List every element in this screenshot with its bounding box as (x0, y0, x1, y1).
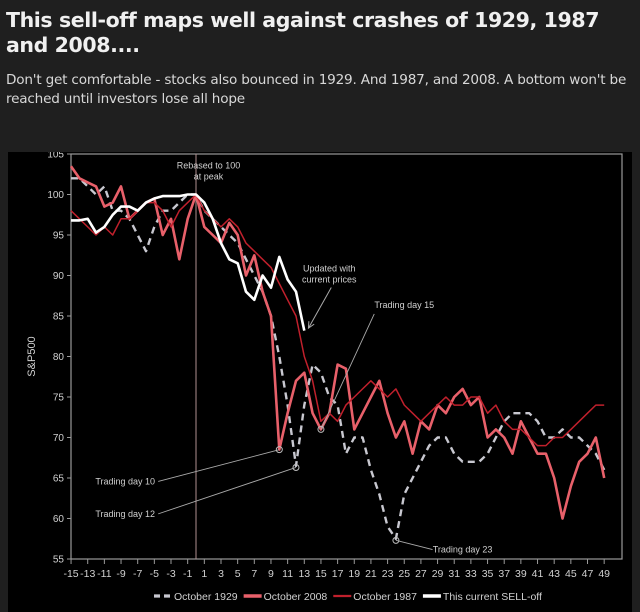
annotation-label: Rebased to 100 (177, 161, 241, 171)
page-title: This sell-off maps well against crashes … (6, 8, 600, 57)
x-tick-label: 29 (432, 568, 444, 580)
annotation-leader-line (158, 449, 280, 482)
x-tick-label: -15 (63, 568, 78, 580)
annotation-leader-line (320, 313, 375, 430)
page-subtitle: Don't get comfortable - stocks also boun… (6, 72, 627, 107)
x-tick-label: 17 (332, 568, 344, 580)
x-tick-label: 27 (415, 568, 427, 580)
x-tick-label: 13 (298, 568, 310, 580)
annotation-marker (392, 536, 400, 544)
x-tick-label: 3 (218, 568, 224, 580)
annotation-arrow (308, 287, 332, 329)
x-tick-label: 31 (448, 568, 460, 580)
x-tick-label: -11 (97, 568, 112, 580)
annotation-leader-line (395, 539, 433, 550)
x-tick-label: 41 (532, 568, 544, 580)
y-tick-label: 100 (47, 190, 64, 201)
y-tick-label: 85 (53, 312, 65, 323)
y-tick-label: 75 (53, 393, 65, 404)
legend-label-2: October 1987 (353, 591, 417, 603)
x-tick-label: -3 (166, 568, 175, 580)
x-tick-label: 9 (268, 568, 274, 580)
x-tick-label: 37 (498, 568, 510, 580)
annotation-label: Updated with (303, 263, 356, 273)
y-tick-label: 95 (53, 231, 65, 242)
series-line-3 (71, 193, 306, 331)
arrow-head-icon (307, 321, 315, 330)
annotation-marker (292, 463, 300, 471)
series-line-2 (70, 193, 605, 447)
y-tick-label: 90 (53, 271, 65, 282)
annotation-marker (317, 425, 325, 433)
annotation-label: Trading day 15 (374, 300, 434, 310)
legend-label-0: October 1929 (174, 591, 238, 603)
annotation-label: at peak (194, 172, 224, 182)
x-tick-label: -9 (116, 568, 125, 580)
x-tick-label: 19 (348, 568, 360, 580)
x-tick-label: -7 (133, 568, 142, 580)
x-tick-label: 1 (201, 568, 207, 580)
x-tick-label: -5 (150, 568, 159, 580)
x-tick-label: 25 (398, 568, 410, 580)
x-tick-label: 5 (235, 568, 241, 580)
x-tick-label: 21 (365, 568, 377, 580)
x-tick-label: 39 (515, 568, 527, 580)
annotation-leader-line (158, 467, 297, 515)
x-tick-label: 43 (548, 568, 560, 580)
x-tick-label: 33 (465, 568, 477, 580)
series-line-1 (69, 165, 606, 520)
annotation-label: current prices (302, 274, 357, 284)
legend-label-3: This current SELL-off (443, 591, 542, 603)
x-tick-label: 23 (382, 568, 394, 580)
annotation-label: Trading day 12 (95, 509, 155, 519)
chart-background (8, 152, 632, 612)
x-tick-label: 35 (482, 568, 494, 580)
y-tick-label: 80 (53, 352, 65, 363)
annotation-label: Trading day 10 (95, 476, 155, 486)
x-tick-label: -13 (80, 568, 95, 580)
x-tick-label: 7 (251, 568, 257, 580)
annotation-marker (275, 446, 283, 454)
y-axis-label: S&P500 (26, 336, 38, 376)
y-tick-label: 65 (53, 474, 65, 485)
y-tick-label: 55 (53, 555, 65, 566)
y-tick-label: 60 (53, 514, 65, 525)
legend-label-1: October 2008 (264, 591, 328, 603)
x-tick-label: 45 (565, 568, 577, 580)
x-tick-label: -1 (183, 568, 192, 580)
series-line-0 (71, 177, 606, 540)
x-tick-label: 15 (315, 568, 327, 580)
annotation-label: Trading day 23 (433, 545, 493, 555)
y-tick-label: 105 (47, 152, 64, 161)
y-tick-label: 70 (53, 433, 65, 444)
x-tick-label: 49 (598, 568, 610, 580)
x-tick-label: 11 (282, 568, 293, 580)
x-tick-label: 47 (582, 568, 594, 580)
